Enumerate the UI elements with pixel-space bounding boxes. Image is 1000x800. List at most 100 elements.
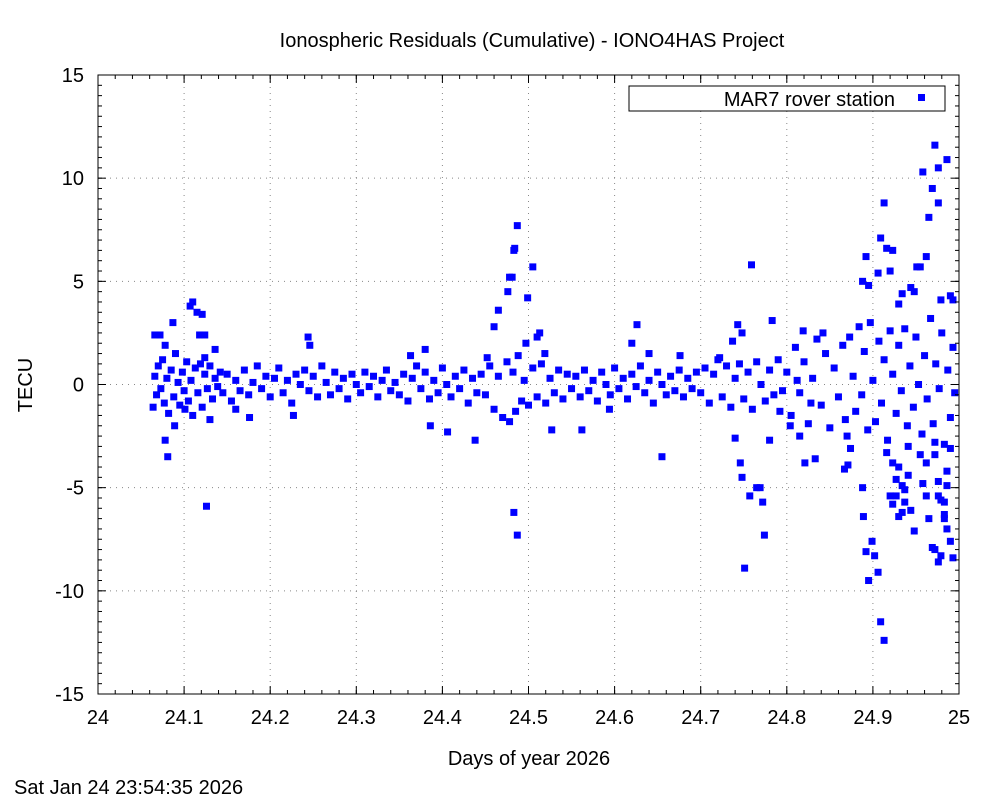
data-point	[738, 329, 746, 337]
data-point	[232, 376, 240, 384]
y-tick-label: 5	[73, 271, 84, 293]
data-point	[944, 366, 952, 374]
data-point	[723, 362, 731, 370]
data-point	[791, 343, 799, 351]
data-point	[641, 389, 649, 397]
x-tick-label: 24.2	[251, 707, 290, 729]
data-point	[189, 298, 197, 306]
data-point	[203, 385, 211, 393]
data-point	[167, 366, 175, 374]
data-point	[692, 368, 700, 376]
data-point	[770, 391, 778, 399]
data-point	[593, 397, 601, 405]
data-point	[756, 484, 764, 492]
data-point	[520, 376, 528, 384]
data-point	[796, 389, 804, 397]
legend: MAR7 rover station	[628, 85, 946, 112]
data-point	[198, 403, 206, 411]
data-point	[880, 199, 888, 207]
plot-border	[97, 74, 960, 695]
data-point	[513, 222, 521, 230]
data-point	[536, 329, 544, 337]
data-point	[946, 444, 954, 452]
data-point	[156, 331, 164, 339]
data-point	[296, 381, 304, 388]
data-point	[181, 405, 189, 413]
x-tick-label: 24.4	[423, 707, 462, 729]
data-point	[211, 345, 219, 353]
data-point	[667, 372, 675, 380]
data-point	[206, 362, 214, 370]
data-point	[537, 360, 545, 368]
data-point	[928, 184, 936, 192]
data-points	[149, 141, 959, 644]
data-point	[494, 372, 502, 380]
data-point	[807, 399, 815, 407]
data-point	[864, 426, 872, 434]
data-point	[306, 341, 314, 349]
data-point	[548, 426, 556, 434]
data-point	[490, 405, 498, 413]
data-point	[236, 387, 244, 395]
data-point	[757, 381, 765, 388]
data-point	[843, 432, 851, 440]
data-point	[153, 391, 161, 399]
data-point	[275, 364, 283, 372]
data-point	[910, 288, 918, 296]
data-point	[271, 374, 279, 382]
data-point	[919, 480, 927, 488]
data-point	[174, 378, 182, 386]
data-point	[164, 453, 172, 461]
x-axis-label: Days of year 2026	[448, 748, 610, 770]
data-point	[240, 366, 248, 374]
x-tick-label: 24.1	[165, 707, 204, 729]
data-point	[929, 420, 937, 428]
data-point	[746, 492, 754, 500]
data-point	[658, 453, 666, 461]
data-point	[859, 277, 867, 285]
data-point	[931, 438, 939, 446]
data-point	[206, 416, 214, 424]
data-point	[314, 393, 322, 401]
data-point	[421, 368, 429, 376]
data-point	[513, 531, 521, 539]
data-point	[245, 391, 253, 399]
data-point	[774, 356, 782, 364]
data-point	[391, 378, 399, 386]
data-point	[194, 389, 202, 397]
data-point	[202, 502, 210, 510]
y-tick-label: 10	[62, 168, 84, 190]
data-point	[766, 436, 774, 444]
data-point	[658, 381, 666, 388]
x-tick-label: 24.3	[337, 707, 376, 729]
data-point	[633, 321, 641, 329]
data-point	[671, 387, 679, 395]
data-point	[883, 244, 891, 252]
data-point	[813, 335, 821, 343]
data-point	[862, 548, 870, 556]
data-point	[931, 451, 939, 459]
data-point	[925, 213, 933, 221]
data-point	[860, 347, 868, 355]
data-point	[605, 405, 613, 413]
data-point	[444, 428, 452, 436]
data-point	[904, 471, 912, 479]
data-point	[859, 484, 867, 492]
data-point	[747, 261, 755, 269]
data-point	[196, 331, 204, 339]
data-point	[232, 405, 240, 413]
x-tick-label: 24.9	[853, 707, 892, 729]
data-point	[889, 370, 897, 378]
data-point	[886, 492, 894, 500]
data-point	[799, 327, 807, 335]
data-point	[875, 337, 883, 345]
data-point	[684, 374, 692, 382]
data-point	[216, 368, 224, 376]
data-point	[727, 403, 735, 411]
data-point	[161, 341, 169, 349]
data-point	[309, 372, 317, 380]
data-point	[189, 411, 197, 419]
data-point	[931, 546, 939, 554]
data-point	[374, 393, 382, 401]
data-point	[438, 364, 446, 372]
